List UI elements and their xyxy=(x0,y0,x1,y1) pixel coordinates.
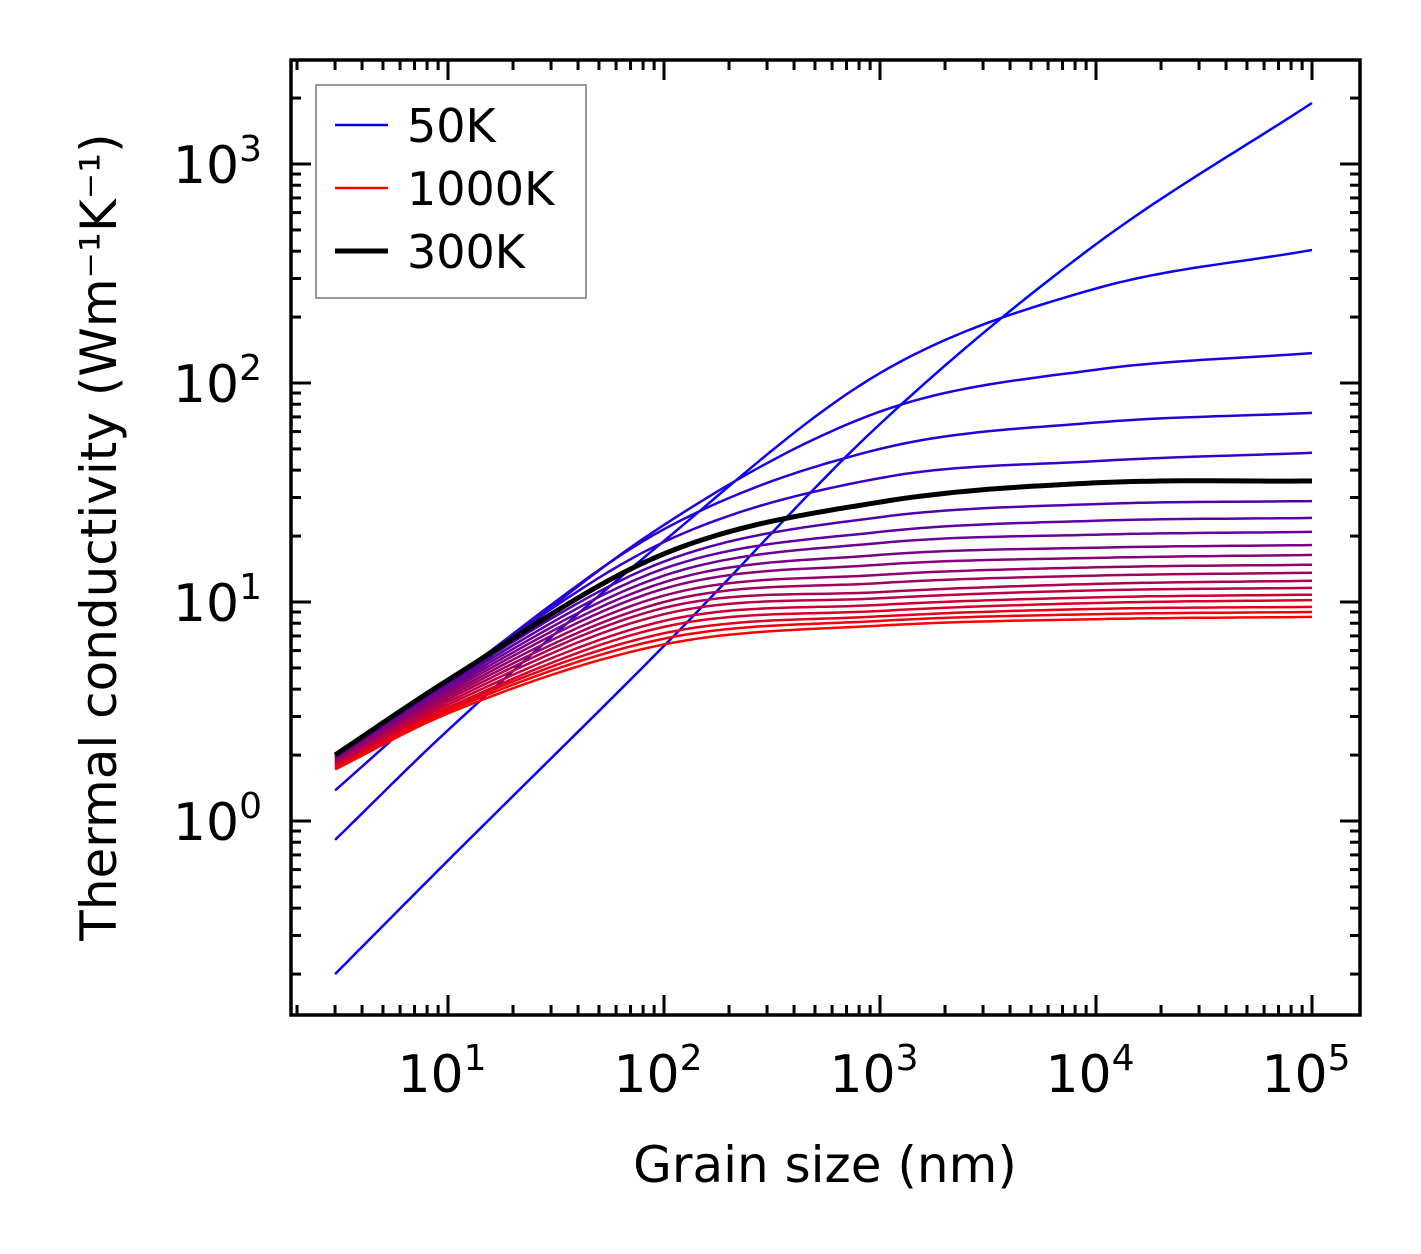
series-line-200k xyxy=(334,411,1313,764)
legend-box xyxy=(315,84,587,299)
y-axis-label: Thermal conductivity (Wm⁻¹K⁻¹) xyxy=(70,133,128,941)
legend-label-50k: 50K xyxy=(407,99,498,153)
y-tick-labels: 100 101 102 103 xyxy=(173,129,262,853)
series-line-1000k xyxy=(334,615,1313,771)
series-line-800k xyxy=(334,593,1313,767)
x-tick-label: 103 xyxy=(829,1038,918,1105)
series-line-900k xyxy=(334,605,1313,769)
legend-label-1000k: 1000K xyxy=(407,162,556,216)
x-tick-labels: 101 102 103 104 105 xyxy=(397,1038,1350,1105)
series-line-450k xyxy=(334,530,1313,760)
legend-label-300k: 300K xyxy=(407,225,527,279)
curves xyxy=(333,101,1313,975)
x-axis-label: Grain size (nm) xyxy=(633,1136,1017,1194)
series-line-500k xyxy=(334,543,1313,761)
series-line-650k xyxy=(334,571,1313,764)
series-line-700k xyxy=(334,579,1313,765)
series-line-550k xyxy=(334,553,1313,762)
series-line-100k xyxy=(334,248,1313,841)
x-tick-label: 105 xyxy=(1261,1038,1350,1105)
x-tick-label: 102 xyxy=(613,1038,702,1105)
y-tick-label: 100 xyxy=(173,786,262,853)
x-tick-label: 104 xyxy=(1045,1038,1134,1105)
series-line-950k xyxy=(334,610,1313,771)
series-line-250k xyxy=(334,451,1313,759)
x-tick-label: 101 xyxy=(397,1038,486,1105)
series-line-600k xyxy=(334,563,1313,763)
series-line-300k-highlight xyxy=(333,478,1312,758)
series-line-400k xyxy=(334,516,1313,759)
y-tick-label: 102 xyxy=(173,348,262,415)
series-line-750k xyxy=(334,586,1313,766)
plot-frame xyxy=(289,58,1362,1017)
y-tick-label: 101 xyxy=(173,567,262,634)
y-tick-label: 103 xyxy=(173,129,262,196)
legend: 50K 1000K 300K xyxy=(315,84,587,299)
